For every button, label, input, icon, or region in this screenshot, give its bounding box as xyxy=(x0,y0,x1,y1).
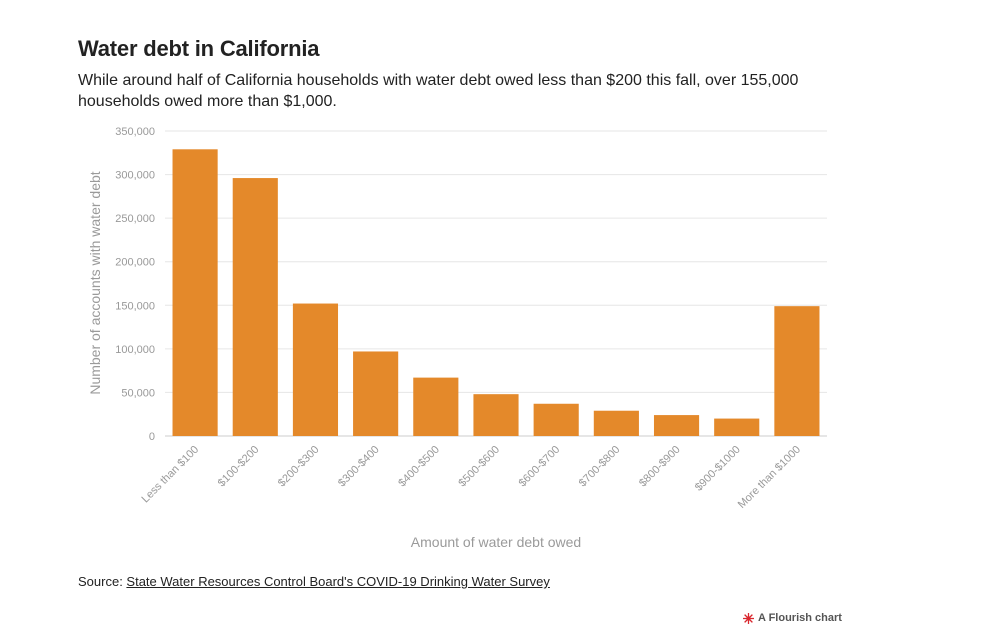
y-axis-title: Number of accounts with water debt xyxy=(87,171,103,394)
y-tick-label: 300,000 xyxy=(115,170,155,182)
bar[interactable] xyxy=(353,351,399,436)
chart-subtitle: While around half of California househol… xyxy=(78,72,799,110)
bar-chart: 0 50,000 100,000 150,000 200,000 250,000 300,0… xyxy=(87,126,827,550)
y-tick-label: 250,000 xyxy=(115,213,155,225)
y-tick-label: 150,000 xyxy=(115,300,155,312)
x-tick-label: $900-$1000 xyxy=(693,444,743,494)
x-tick-label: $600-$700 xyxy=(517,444,563,490)
x-axis-title: Amount of water debt owed xyxy=(411,534,581,550)
y-tick-label: 100,000 xyxy=(115,344,155,356)
bar[interactable] xyxy=(774,306,820,436)
x-tick-label: Less than $100 xyxy=(140,444,202,506)
flourish-credit[interactable]: A Flourish chart xyxy=(743,612,842,624)
bar[interactable] xyxy=(413,377,459,436)
x-tick-label: $500-$600 xyxy=(456,444,502,490)
bar[interactable] xyxy=(533,403,579,436)
bar[interactable] xyxy=(593,410,639,436)
y-tick-label: 200,000 xyxy=(115,257,155,269)
y-axis-ticks: 0 50,000 100,000 150,000 200,000 250,000 300,0… xyxy=(115,126,155,443)
x-tick-label: $300-$400 xyxy=(336,444,382,490)
x-tick-label: $400-$500 xyxy=(396,444,442,490)
flourish-label: A Flourish chart xyxy=(758,612,842,624)
source-link[interactable]: State Water Resources Control Board's CO… xyxy=(126,574,550,589)
source-note: Source: State Water Resources Control Bo… xyxy=(78,574,550,589)
x-tick-label: $800-$900 xyxy=(637,444,683,490)
bars xyxy=(172,149,820,437)
y-tick-label: 50,000 xyxy=(121,387,155,399)
bar[interactable] xyxy=(653,415,700,436)
x-tick-label: $200-$300 xyxy=(276,444,322,490)
chart-title: Water debt in California xyxy=(78,36,320,61)
source-prefix: Source: xyxy=(78,574,127,589)
bar[interactable] xyxy=(232,178,278,437)
y-tick-label: 350,000 xyxy=(115,126,155,138)
x-tick-label: $100-$200 xyxy=(216,444,262,490)
flourish-logo-icon xyxy=(743,612,754,624)
bar[interactable] xyxy=(714,418,760,436)
bar[interactable] xyxy=(172,149,218,437)
bar[interactable] xyxy=(292,303,339,436)
x-tick-label: More than $1000 xyxy=(736,444,803,511)
x-axis-ticks: Less than $100 $100-$200 $200-$300 $300-$40… xyxy=(140,444,804,511)
bar[interactable] xyxy=(473,394,519,436)
y-tick-label: 0 xyxy=(149,431,155,443)
x-tick-label: $700-$800 xyxy=(577,444,623,490)
